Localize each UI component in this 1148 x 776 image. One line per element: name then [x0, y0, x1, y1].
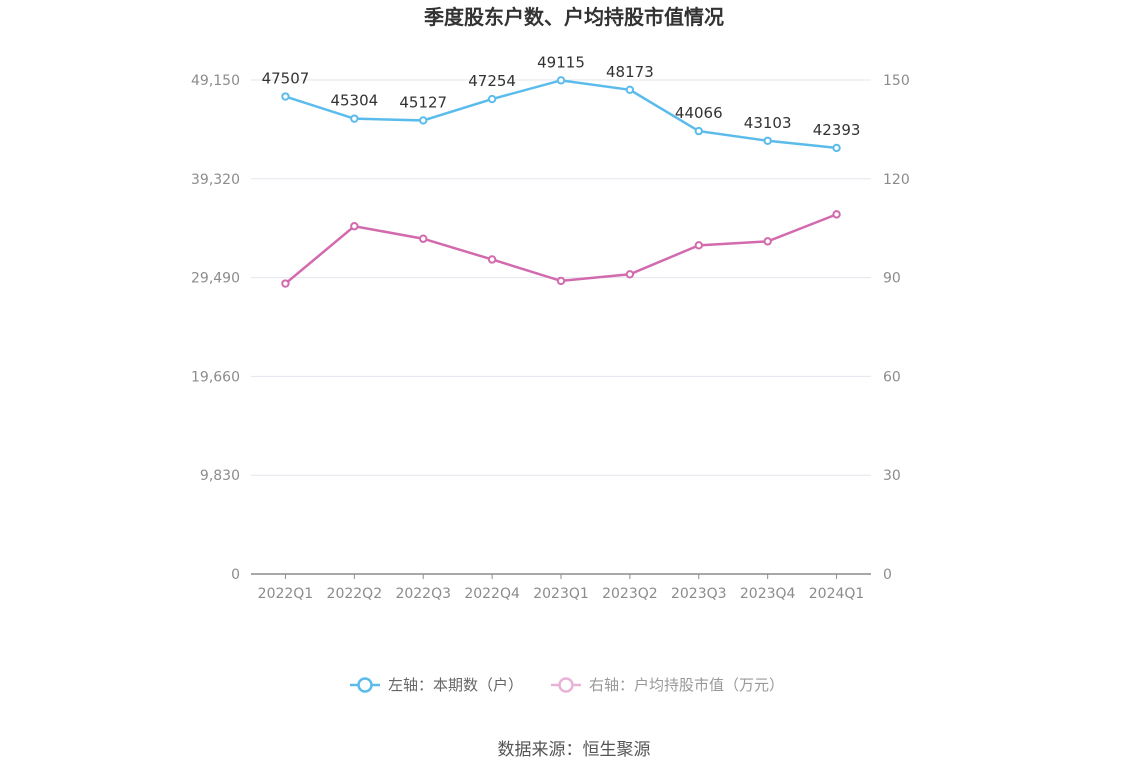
left-tick-label: 29,490: [191, 271, 240, 287]
right-tick-label: 30: [883, 468, 901, 484]
data-label: 45304: [330, 92, 378, 110]
data-point[interactable]: [832, 143, 841, 153]
data-point[interactable]: [281, 92, 290, 101]
data-label: 44066: [675, 104, 723, 122]
left-tick-label: 39,320: [191, 172, 240, 188]
legend-item-1[interactable]: 左轴：本期数（户）: [350, 676, 523, 694]
series-1: 47507 45304 45127 47254 49115 48173 44066 43103…: [262, 53, 861, 153]
left-tick-label: 9,830: [200, 468, 240, 484]
data-point[interactable]: [556, 76, 566, 85]
right-tick-label: 60: [883, 369, 901, 385]
data-label: 48173: [606, 63, 654, 81]
data-point[interactable]: [763, 136, 772, 145]
data-point[interactable]: [487, 94, 497, 104]
left-tick-label: 0: [231, 567, 240, 583]
series-2: [281, 210, 841, 288]
data-label: 47507: [262, 70, 310, 88]
data-point[interactable]: [350, 114, 359, 123]
left-tick-label: 19,660: [191, 369, 240, 385]
x-tick-label: 2022Q4: [464, 586, 520, 602]
data-point[interactable]: [625, 85, 635, 95]
x-tick-label: 2023Q4: [740, 586, 796, 602]
right-tick-label: 0: [883, 567, 892, 583]
legend-label: 右轴：户均持股市值（万元）: [589, 676, 784, 694]
data-point[interactable]: [487, 255, 497, 264]
legend[interactable]: 左轴：本期数（户） 右轴：户均持股市值（万元）: [350, 676, 784, 694]
x-tick-label: 2022Q3: [395, 586, 451, 602]
data-point[interactable]: [350, 222, 359, 231]
right-tick-label: 120: [883, 172, 910, 188]
data-label: 42393: [813, 121, 861, 139]
series-layer: 47507 45304 45127 47254 49115 48173 44066 43103…: [262, 53, 861, 288]
x-tick-label: 2024Q1: [809, 586, 865, 602]
right-tick-label: 150: [883, 73, 910, 89]
data-point[interactable]: [694, 126, 703, 136]
right-axis-ticks: 0 30 60 90 120 150: [883, 73, 910, 583]
x-tick-label: 2022Q1: [258, 586, 314, 602]
x-axis: 2022Q1 2022Q2 2022Q3 2022Q4 2023Q1 2023Q2 2023…: [251, 573, 871, 602]
left-tick-label: 49,150: [191, 73, 240, 89]
chart-title: 季度股东户数、户均持股市值情况: [423, 5, 724, 29]
right-tick-label: 90: [883, 271, 901, 287]
data-source: 数据来源：恒生聚源: [498, 740, 651, 760]
x-tick-label: 2022Q2: [327, 586, 383, 602]
legend-label: 左轴：本期数（户）: [388, 676, 523, 694]
data-point[interactable]: [832, 210, 841, 219]
data-point[interactable]: [625, 270, 635, 279]
data-point[interactable]: [281, 279, 290, 288]
data-point[interactable]: [694, 241, 703, 250]
data-point[interactable]: [763, 237, 772, 246]
data-label: 49115: [537, 53, 585, 71]
x-tick-label: 2023Q3: [671, 586, 727, 602]
data-point[interactable]: [556, 276, 566, 286]
data-point[interactable]: [419, 234, 428, 243]
x-tick-label: 2023Q2: [602, 586, 658, 602]
data-label: 47254: [468, 72, 516, 90]
legend-marker: [357, 677, 373, 693]
data-point[interactable]: [419, 116, 428, 125]
data-label: 43103: [744, 114, 792, 132]
legend-marker: [558, 677, 574, 693]
legend-item-2[interactable]: 右轴：户均持股市值（万元）: [551, 676, 784, 694]
x-tick-label: 2023Q1: [533, 586, 589, 602]
left-axis-ticks: 0 9,830 19,660 29,490 39,320 49,150: [191, 73, 240, 583]
data-label: 45127: [399, 93, 447, 111]
series-line: [284, 213, 838, 285]
